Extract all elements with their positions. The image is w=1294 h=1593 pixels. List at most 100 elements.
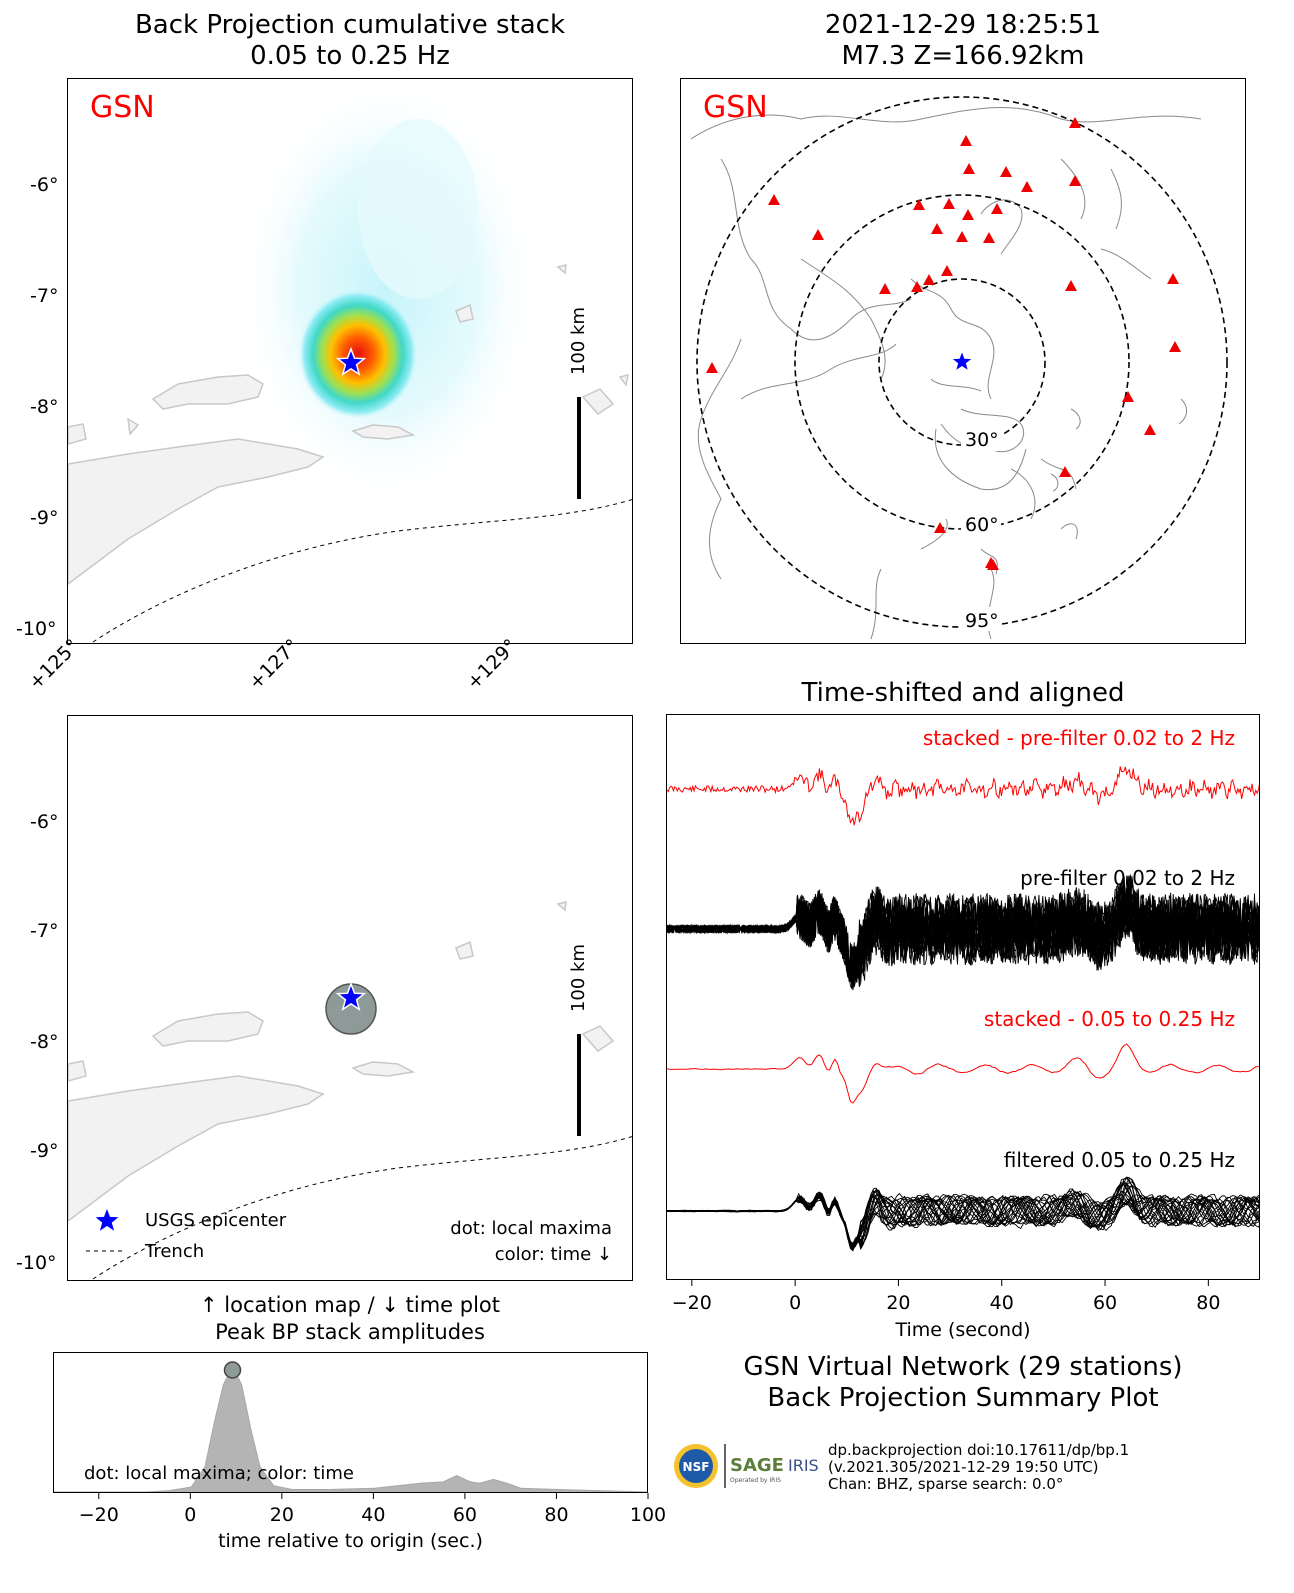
legend-star-icon — [95, 1209, 119, 1231]
station-marker-icon — [1144, 424, 1156, 435]
tick-label: −20 — [79, 1504, 119, 1526]
station-marker-icon — [987, 559, 999, 570]
scale-label: 100 km — [568, 944, 589, 1012]
waveform-trace — [667, 766, 1259, 826]
waveform-title: Time-shifted and aligned — [801, 678, 1125, 708]
note-color-time: color: time ↓ — [495, 1244, 612, 1265]
small-island-6 — [556, 264, 567, 275]
time-plot-ticks: −20 0 20 40 60 80 100 — [79, 1493, 666, 1526]
tick-label: 60 — [453, 1504, 477, 1526]
station-marker-icon — [911, 281, 923, 292]
nsf-logo — [679, 1449, 713, 1483]
station-marker-icon — [962, 209, 974, 220]
station-map-title: 2021-12-29 18:25:51 M7.3 Z=166.92km — [680, 10, 1246, 72]
tick-label: 40 — [361, 1504, 385, 1526]
station-marker-icon — [879, 283, 891, 294]
station-marker-icon — [931, 223, 943, 234]
small-island-7 — [618, 373, 629, 387]
station-marker-icon — [812, 229, 824, 240]
waveform-trace — [667, 1043, 1259, 1104]
station-marker-icon — [913, 199, 925, 210]
station-marker-icon — [1069, 175, 1081, 186]
tick-label: 60 — [1093, 1292, 1117, 1314]
waveform-svg: stacked - pre-filter 0.02 to 2 Hz pre-fi… — [667, 726, 1259, 1252]
legend-epicenter: USGS epicenter — [145, 1210, 287, 1231]
station-marker-icon — [934, 522, 946, 533]
ring-label-60: 60° — [965, 514, 999, 536]
station-marker-icon — [1069, 117, 1081, 128]
tick-label: 0 — [184, 1504, 196, 1526]
time-plot-xlabel: time relative to origin (sec.) — [218, 1530, 483, 1552]
ring-95 — [696, 96, 1228, 628]
event-time: 2021-12-29 18:25:51 — [824, 10, 1102, 40]
trace-label-stacked-filtered: stacked - 0.05 to 0.25 Hz — [984, 1007, 1235, 1031]
station-marker-icon — [1169, 341, 1181, 352]
time-plot-xaxis: −20 0 20 40 60 80 100 — [79, 1493, 666, 1526]
lat-tick: -6° — [30, 811, 59, 833]
trench-line — [92, 499, 632, 643]
waveform-xlabel: Time (second) — [895, 1319, 1031, 1341]
station-marker-icon — [1167, 273, 1179, 284]
wetar-island — [151, 1011, 264, 1047]
ring-label-bg — [961, 607, 1001, 631]
bp-peak-blob — [298, 289, 418, 419]
tick-label: 40 — [990, 1292, 1014, 1314]
amplitude-area — [54, 1364, 647, 1492]
small-island-2 — [455, 940, 474, 960]
summary-line2: Back Projection Summary Plot — [767, 1383, 1159, 1413]
station-marker-icon — [1059, 466, 1071, 477]
bp-halo-upper — [358, 119, 478, 299]
tick-label: 0 — [789, 1292, 801, 1314]
summary-title: GSN Virtual Network (29 stations) Back P… — [666, 1352, 1260, 1414]
lat-tick: -10° — [16, 618, 57, 640]
small-island-3 — [581, 1025, 615, 1052]
epicenter-star-icon — [335, 346, 367, 377]
tick-label: 20 — [886, 1292, 910, 1314]
sage-logo-sub: Operated by IRIS — [730, 1477, 781, 1484]
small-island-6 — [556, 901, 567, 912]
location-caption: ↑ location map / ↓ time plot Peak BP sta… — [67, 1292, 633, 1346]
tick-label: 20 — [270, 1504, 294, 1526]
ring-label-30: 30° — [965, 429, 999, 451]
ring-label-bg — [961, 511, 1001, 535]
trace-label-filtered: filtered 0.05 to 0.25 Hz — [1004, 1148, 1235, 1172]
caption-line1: ↑ location map / ↓ time plot — [200, 1293, 500, 1317]
trace-label-prefilter: pre-filter 0.02 to 2 Hz — [1020, 866, 1235, 890]
network-label: GSN — [703, 90, 768, 125]
logo-svg: NSF SAGE Operated by IRIS IRIS — [674, 1444, 819, 1488]
station-map-panel: 30° 60° 95° GSN — [680, 78, 1246, 644]
small-island-2 — [455, 303, 474, 323]
iris-logo-text: IRIS — [788, 1456, 819, 1475]
station-marker-icon — [1122, 391, 1134, 402]
lat-tick: -8° — [30, 396, 59, 418]
bp-map-title-line1: Back Projection cumulative stack — [134, 10, 566, 40]
waveform-xaxis: −20 0 20 40 60 80 — [672, 1280, 1220, 1314]
station-marker-icon — [991, 203, 1003, 214]
waveform-panel: stacked - pre-filter 0.02 to 2 Hz pre-fi… — [666, 714, 1260, 1280]
lat-tick: -8° — [30, 1031, 59, 1053]
credit-version: (v.2021.305/2021-12-29 19:50 UTC) — [828, 1458, 1099, 1476]
summary-line1: GSN Virtual Network (29 stations) — [743, 1352, 1183, 1382]
small-island-1 — [351, 424, 416, 440]
credit-channel: Chan: BHZ, sparse search: 0.0° — [828, 1475, 1064, 1493]
local-maximum-dot — [223, 1361, 242, 1379]
ring-label-bg — [961, 427, 1001, 451]
trace-label-stacked-prefilter: stacked - pre-filter 0.02 to 2 Hz — [923, 726, 1235, 750]
station-marker-icon — [963, 163, 975, 174]
small-island-1 — [351, 1061, 416, 1077]
credit-doi: dp.backprojection doi:10.17611/dp/bp.1 — [828, 1441, 1130, 1459]
time-plot-panel: dot: local maxima; color: time — [53, 1352, 648, 1493]
small-island-4 — [68, 1060, 87, 1082]
small-island-4 — [68, 423, 87, 445]
scale-label: 100 km — [568, 307, 589, 375]
caption-line2: Peak BP stack amplitudes — [215, 1320, 485, 1344]
station-marker-icon — [923, 274, 935, 285]
coastlines — [690, 107, 1202, 640]
sage-logo-text: SAGE — [730, 1455, 784, 1476]
lat-tick: -10° — [16, 1252, 57, 1274]
waveform-traces — [667, 766, 1259, 1252]
waveform-trace — [667, 1192, 1259, 1249]
station-marker-icon — [1000, 166, 1012, 177]
lon-tick: +125° — [24, 634, 84, 694]
nsf-logo-text: NSF — [683, 1460, 710, 1474]
